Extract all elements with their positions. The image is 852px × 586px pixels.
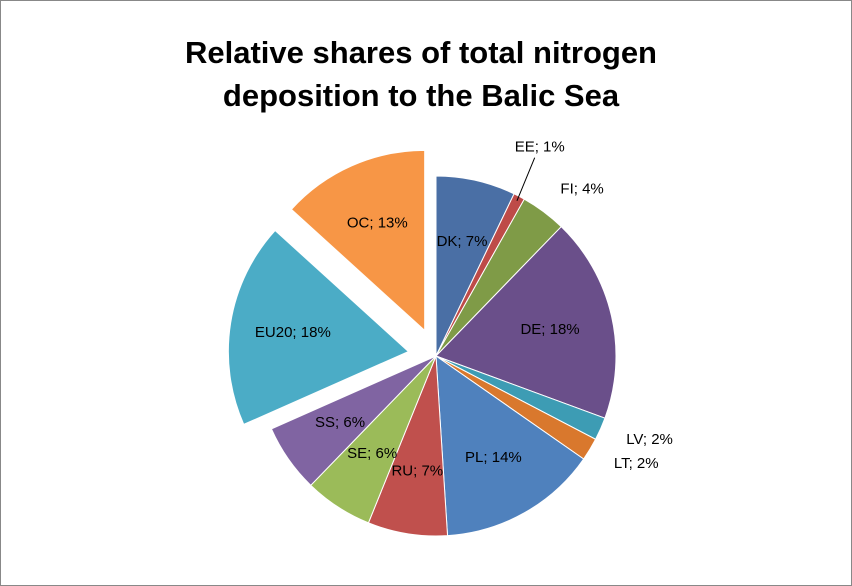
data-label: FI; 4% (560, 180, 603, 197)
data-label: SS; 6% (315, 414, 365, 431)
pie-slice (435, 354, 585, 537)
data-label: LV; 2% (626, 431, 673, 448)
data-label: PL; 14% (465, 449, 522, 466)
data-label: DK; 7% (437, 233, 488, 250)
pie-slice (270, 355, 437, 487)
data-label: OC; 13% (347, 214, 408, 231)
pie-slice (227, 229, 410, 426)
data-label: EE; 1% (515, 139, 565, 156)
pie-slice (290, 149, 426, 332)
chart-title: Relative shares of total nitrogen deposi… (185, 35, 657, 113)
data-label: RU; 7% (391, 462, 443, 479)
data-label: EU20; 18% (255, 324, 331, 341)
data-label: DE; 18% (520, 321, 579, 338)
data-label: SE; 6% (347, 445, 397, 462)
leader-line (516, 157, 536, 202)
data-label: LT; 2% (614, 455, 659, 472)
pie-slice (435, 225, 617, 419)
